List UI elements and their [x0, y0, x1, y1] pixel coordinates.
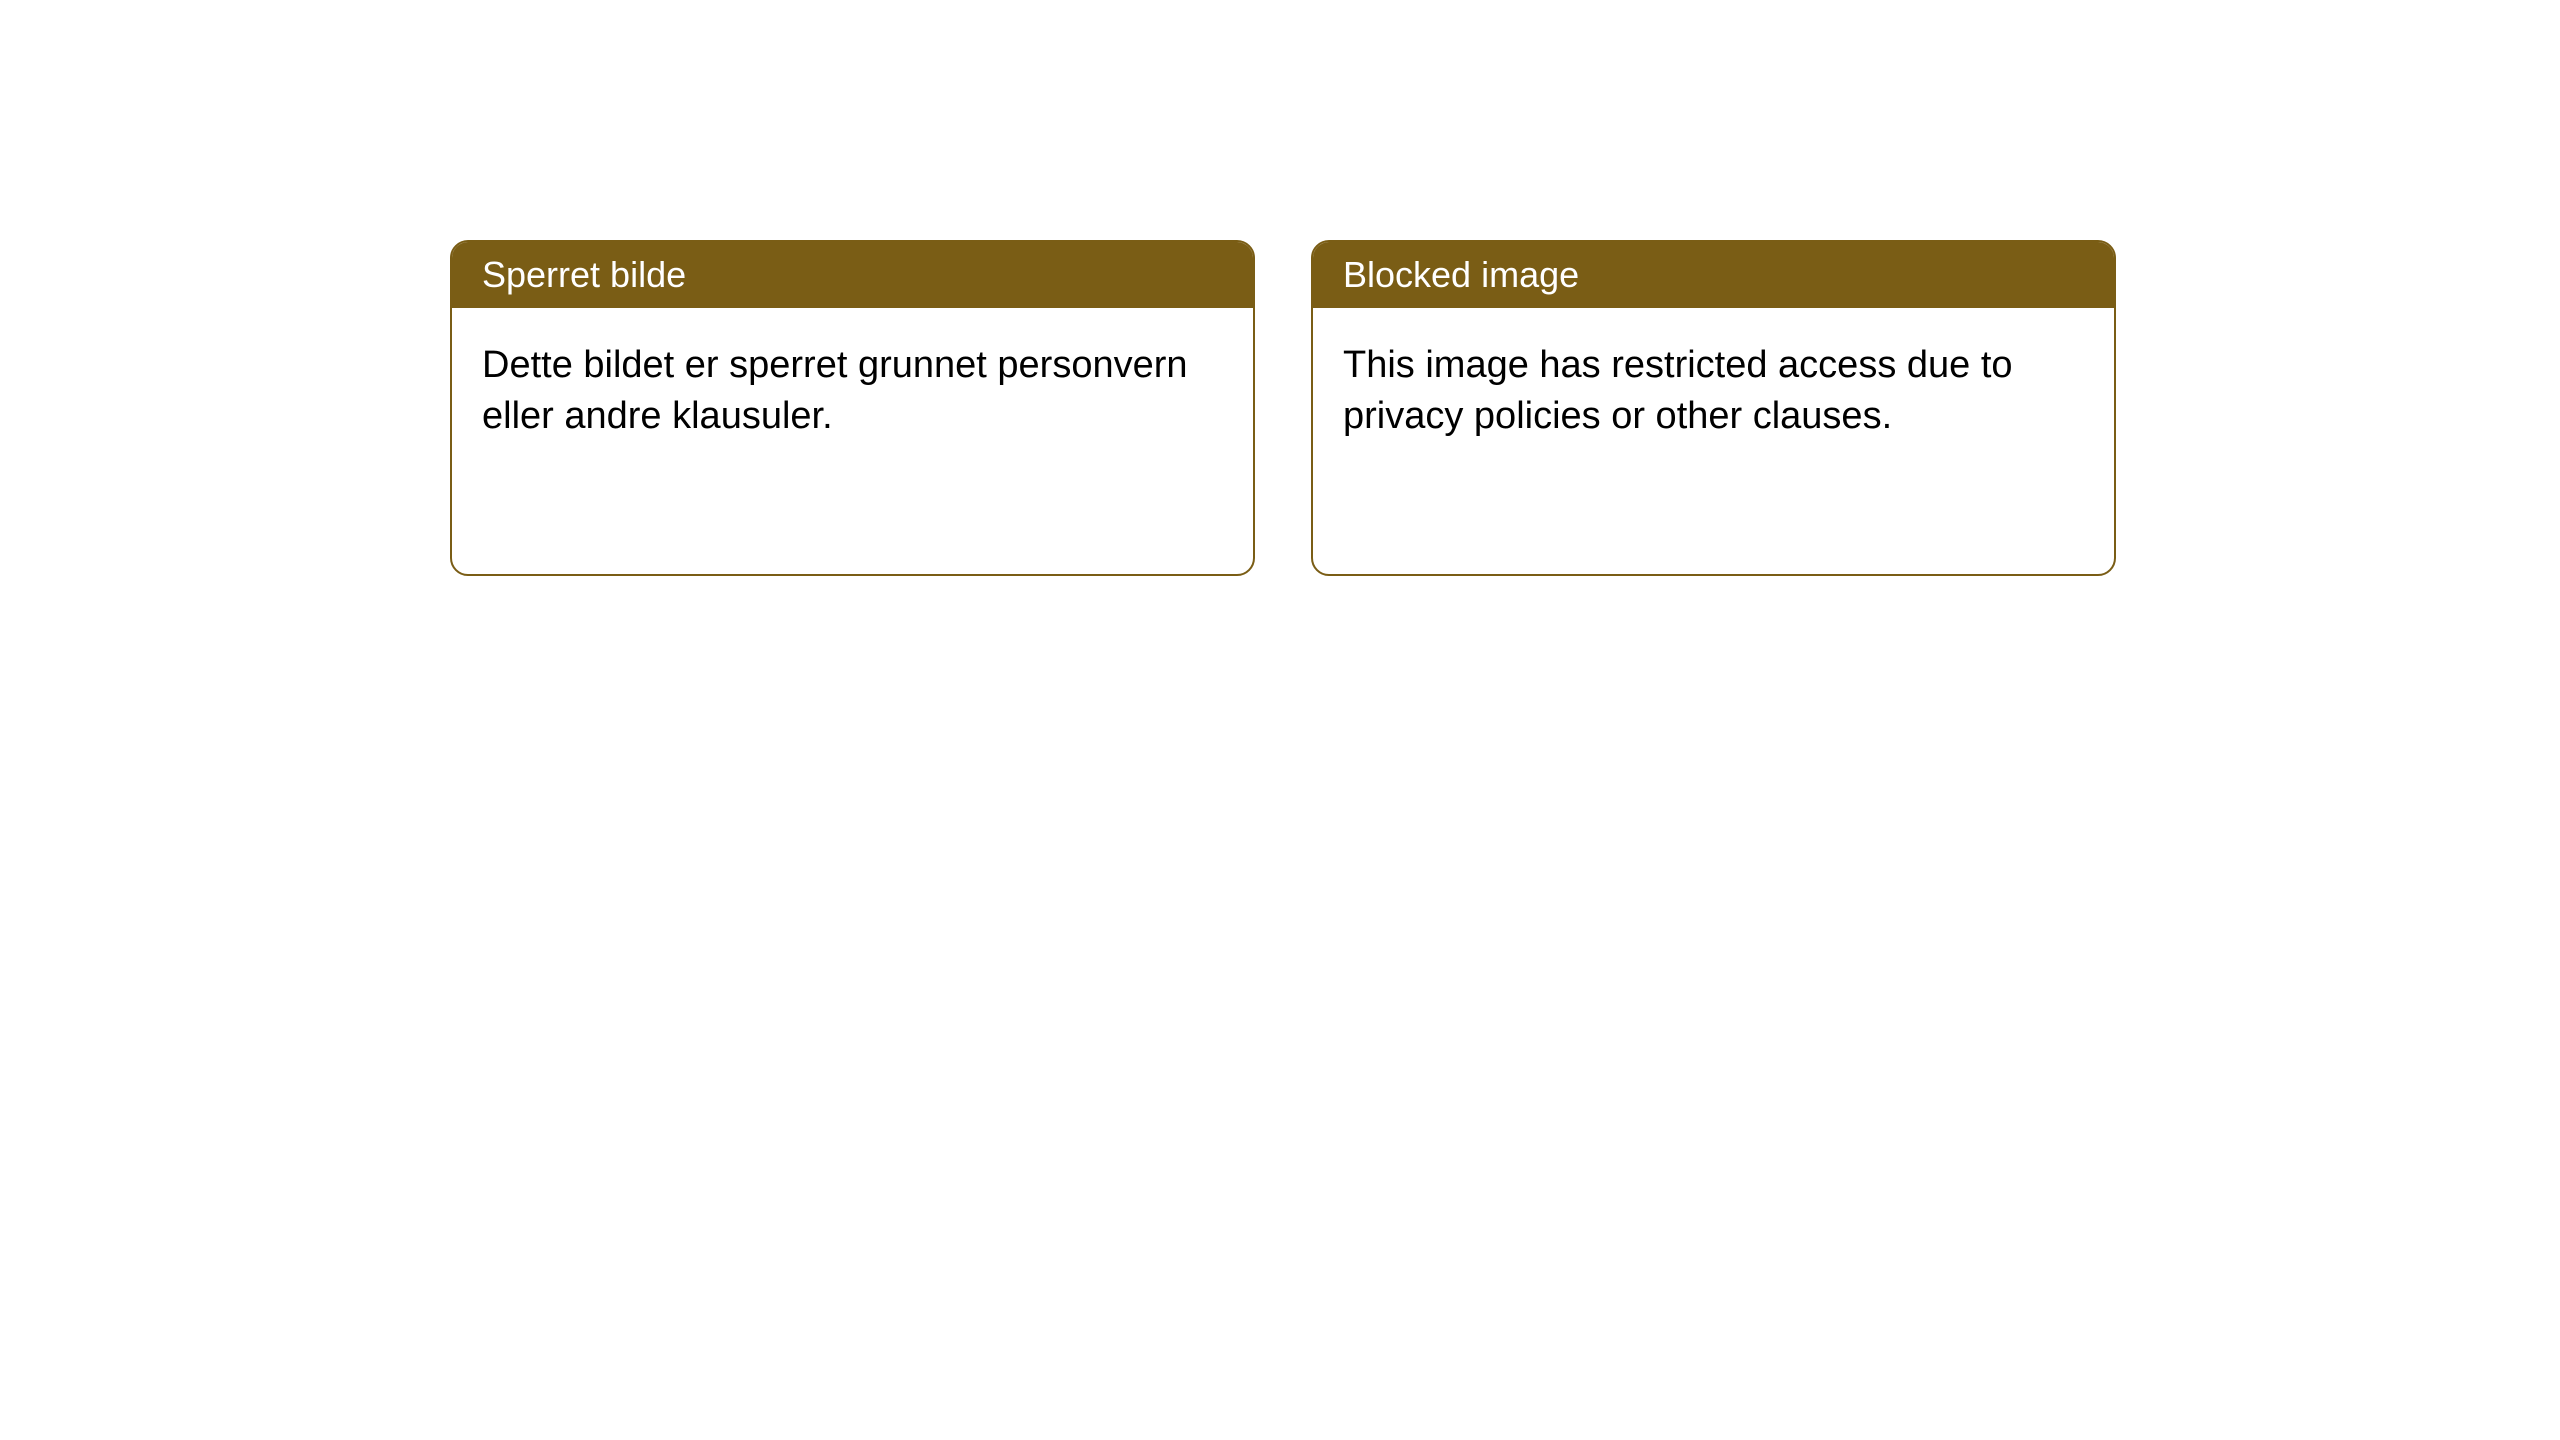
notice-card-norwegian: Sperret bilde Dette bildet er sperret gr… [450, 240, 1255, 576]
notice-card-english: Blocked image This image has restricted … [1311, 240, 2116, 576]
notice-body: This image has restricted access due to … [1313, 308, 2114, 475]
notice-container: Sperret bilde Dette bildet er sperret gr… [0, 0, 2560, 576]
notice-header: Sperret bilde [452, 242, 1253, 308]
notice-body: Dette bildet er sperret grunnet personve… [452, 308, 1253, 475]
notice-header: Blocked image [1313, 242, 2114, 308]
